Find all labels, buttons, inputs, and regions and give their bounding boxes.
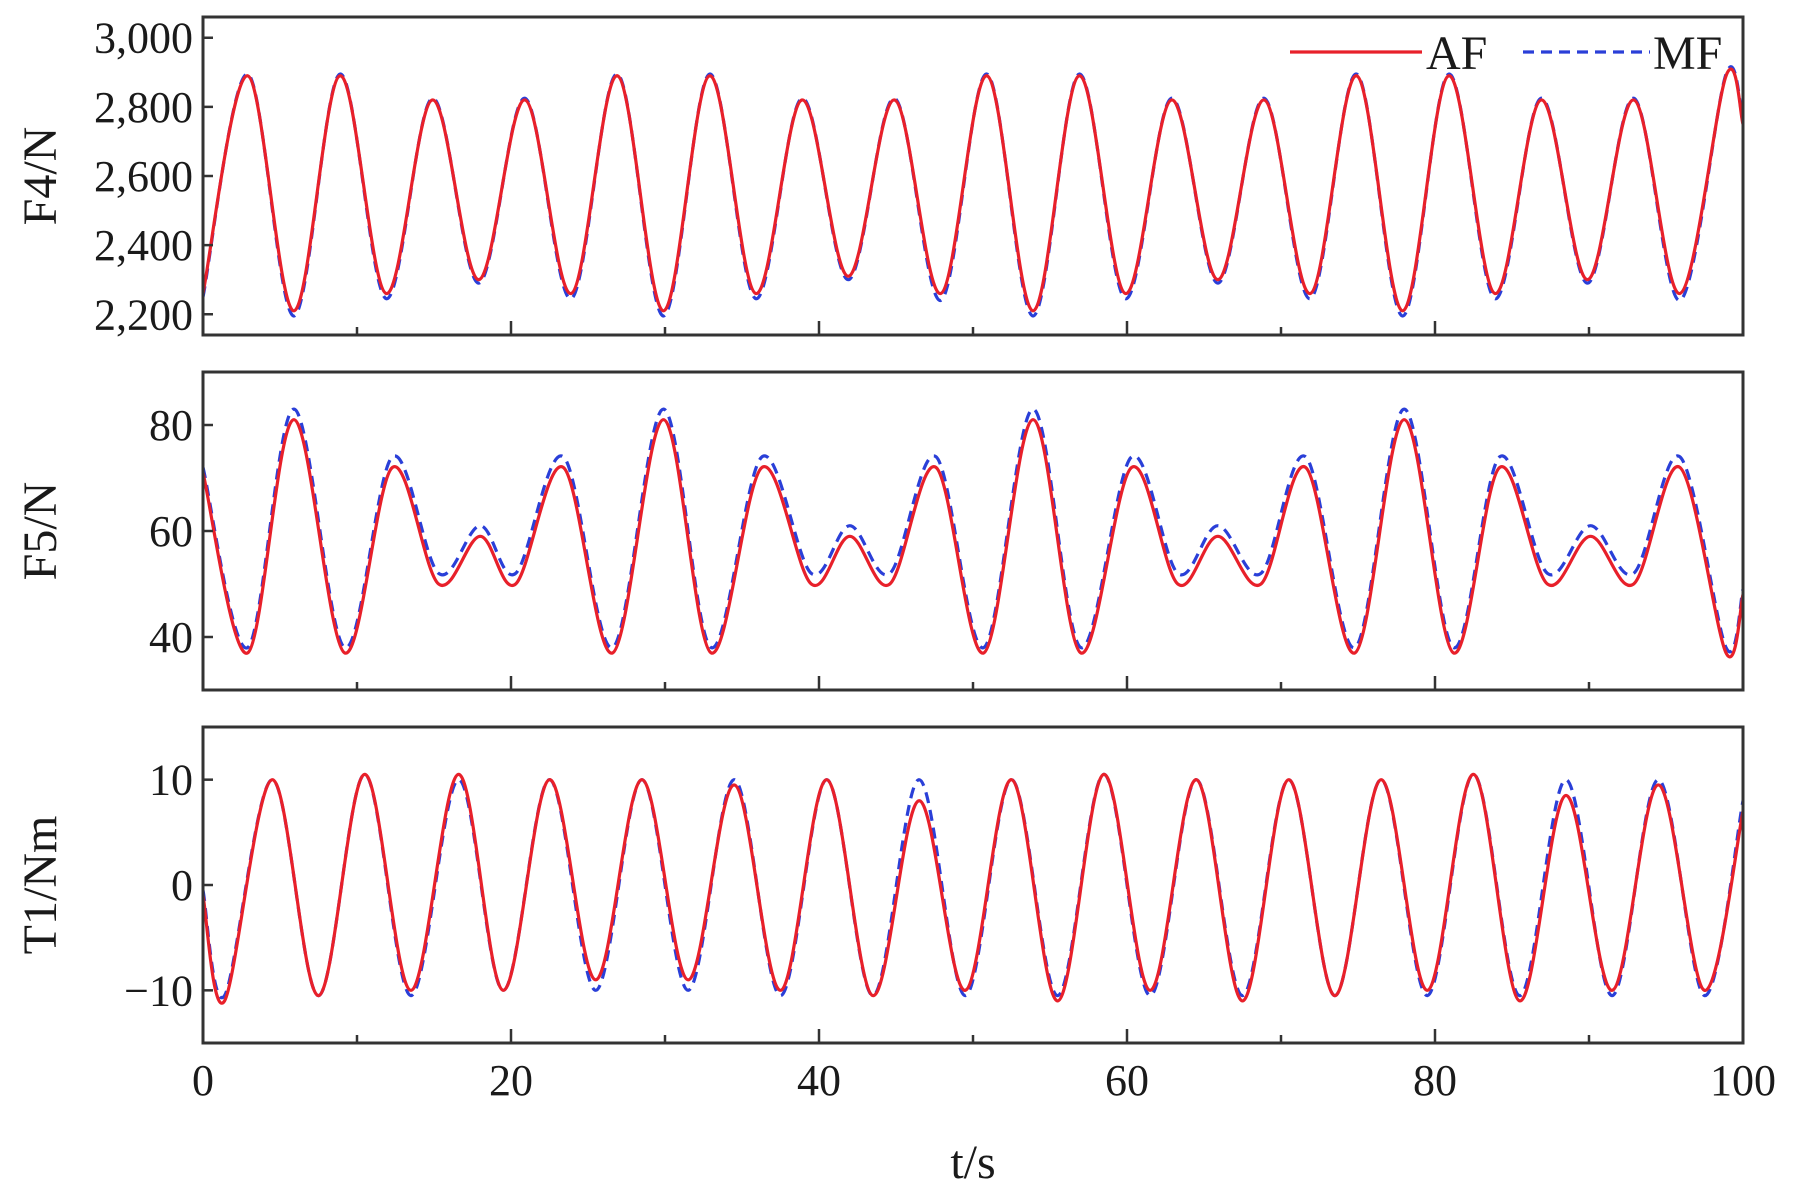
y-tick-label: 3,000 bbox=[94, 14, 193, 63]
panel-f5: 40 60 80 F5/N bbox=[14, 370, 1745, 692]
plot-frame bbox=[201, 15, 1745, 337]
x-tick-label: 80 bbox=[1413, 1056, 1457, 1105]
series-line-af-panel-2 bbox=[203, 772, 1743, 1005]
series-line-af-panel-1 bbox=[203, 418, 1743, 659]
series-line-mf-panel-0 bbox=[203, 65, 1743, 318]
y-tick-label: −10 bbox=[124, 966, 193, 1015]
y-tick-label: 0 bbox=[171, 861, 193, 910]
x-tick-label: 40 bbox=[797, 1056, 841, 1105]
y-tick-label: 2,200 bbox=[94, 290, 193, 339]
x-tick-label: 0 bbox=[192, 1056, 214, 1105]
x-tick-label: 20 bbox=[489, 1056, 533, 1105]
y-tick-label: 2,600 bbox=[94, 152, 193, 201]
x-tick-label: 60 bbox=[1105, 1056, 1149, 1105]
legend-label-mf: MF bbox=[1653, 27, 1722, 80]
y-tick-label: 60 bbox=[149, 507, 193, 556]
series-line-mf-panel-1 bbox=[203, 407, 1743, 654]
y-tick-label: 2,400 bbox=[94, 221, 193, 270]
y-axis-title: T1/Nm bbox=[14, 816, 67, 955]
panel-f4: 2,200 2,400 2,600 2,800 3,000 F4/N AF MF bbox=[14, 14, 1745, 339]
plot-frame bbox=[201, 370, 1745, 692]
series-line-af-panel-0 bbox=[203, 67, 1743, 313]
x-axis-title: t/s bbox=[950, 1136, 995, 1189]
legend: AF MF bbox=[1290, 27, 1722, 80]
y-axis-title: F5/N bbox=[14, 482, 67, 581]
y-tick-label: 2,800 bbox=[94, 83, 193, 132]
legend-label-af: AF bbox=[1426, 27, 1487, 80]
x-tick-label: 100 bbox=[1710, 1056, 1776, 1105]
panel-t1: −10 0 10 T1/Nm 0 20 40 60 80 100 bbox=[14, 725, 1776, 1105]
y-axis-title: F4/N bbox=[14, 127, 67, 226]
y-tick-label: 10 bbox=[149, 756, 193, 805]
y-tick-label: 40 bbox=[149, 613, 193, 662]
y-tick-label: 80 bbox=[149, 401, 193, 450]
